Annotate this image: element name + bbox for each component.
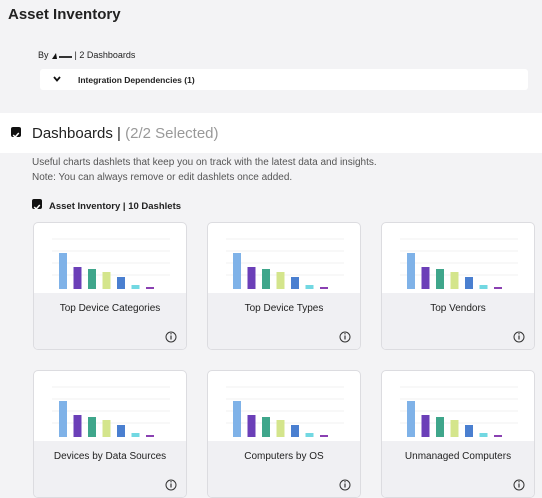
card-footer xyxy=(34,293,186,349)
thumb-bar xyxy=(291,277,299,289)
chart-thumbnail xyxy=(52,386,177,491)
thumb-bar xyxy=(320,435,328,437)
dependencies-row[interactable]: Integration Dependencies (1) xyxy=(40,69,528,90)
thumb-bar xyxy=(291,425,299,437)
info-icon[interactable] xyxy=(339,331,351,343)
thumb-bar xyxy=(465,277,473,289)
thumb-bar xyxy=(73,267,82,289)
checkbox[interactable] xyxy=(32,199,42,211)
card-title: Devices by Data Sources xyxy=(53,451,167,462)
chevron xyxy=(53,76,61,82)
thumb-bar xyxy=(320,287,328,289)
thumb-bar xyxy=(146,287,154,289)
thumb-bar xyxy=(436,417,444,437)
thumb-bar xyxy=(276,420,285,437)
card-title: Top Device Types xyxy=(244,303,324,314)
section-name: Dashboards | xyxy=(32,125,121,142)
page: Asset Inventory By | 2 Dashboards Integra… xyxy=(0,6,542,498)
info-icon[interactable] xyxy=(339,479,351,491)
thumb-bar xyxy=(450,272,459,289)
dashlet-card[interactable]: Unmanaged Computers xyxy=(381,370,535,498)
thumb-bar xyxy=(233,253,241,289)
thumb-bar xyxy=(247,415,256,437)
thumb-bar xyxy=(276,272,285,289)
thumb-bar xyxy=(88,269,96,289)
thumb-bar xyxy=(262,269,270,289)
thumb-bar xyxy=(479,285,488,289)
thumb-bar xyxy=(494,435,502,437)
dashlet-card[interactable]: Top Device Categories xyxy=(33,222,187,350)
thumb-bar xyxy=(73,415,82,437)
card-title: Computers by OS xyxy=(244,451,324,462)
description: Note: You can always remove or edit dash… xyxy=(32,172,293,183)
thumb-bar xyxy=(117,425,125,437)
thumb-bar xyxy=(88,417,96,437)
thumb-bar xyxy=(262,417,270,437)
card-title: Top Vendors xyxy=(430,303,486,314)
thumb-bar xyxy=(59,253,67,289)
thumb-bar xyxy=(131,433,140,437)
thumb-bar xyxy=(407,253,415,289)
chart-thumbnail xyxy=(52,238,177,343)
thumb-bar xyxy=(117,277,125,289)
thumb-bar xyxy=(450,420,459,437)
info-icon[interactable] xyxy=(513,331,525,343)
checkbox[interactable] xyxy=(11,127,21,139)
thumb-bar xyxy=(305,285,314,289)
dashlet-card[interactable]: Devices by Data Sources xyxy=(33,370,187,498)
chart-thumbnail xyxy=(226,238,351,343)
description: Useful charts dashlets that keep you on … xyxy=(32,157,377,168)
card-title: Unmanaged Computers xyxy=(404,451,512,462)
thumb-bar xyxy=(102,420,111,437)
thumb-bar xyxy=(465,425,473,437)
dashlet-card[interactable]: Top Device Types xyxy=(207,222,361,350)
thumb-bar xyxy=(479,433,488,437)
thumb-bar xyxy=(131,285,140,289)
selected-count: (2/2 Selected) xyxy=(125,125,219,142)
chart-thumbnail xyxy=(226,386,351,491)
info-icon[interactable] xyxy=(165,331,177,343)
chart-thumbnail xyxy=(400,238,525,343)
byline: By | 2 Dashboards xyxy=(38,50,135,60)
card-footer xyxy=(382,293,534,349)
info-icon[interactable] xyxy=(165,479,177,491)
card-title: Top Device Categories xyxy=(59,303,161,314)
info-icon[interactable] xyxy=(513,479,525,491)
page-title: Asset Inventory xyxy=(8,6,121,23)
thumb-bar xyxy=(407,401,415,437)
dashlet-card[interactable]: Computers by OS xyxy=(207,370,361,498)
thumb-bar xyxy=(146,435,154,437)
thumb-bar xyxy=(421,415,430,437)
dashlet-card[interactable]: Top Vendors xyxy=(381,222,535,350)
thumb-bar xyxy=(102,272,111,289)
section-header: Dashboards | (2/2 Selected) xyxy=(0,113,542,153)
card-footer xyxy=(208,293,360,349)
vendor-logo xyxy=(51,52,72,59)
thumb-bar xyxy=(494,287,502,289)
dependencies-label: Integration Dependencies (1) xyxy=(78,75,195,85)
group-label: Asset Inventory | 10 Dashlets xyxy=(49,201,182,212)
section-title: Dashboards | (2/2 Selected) xyxy=(32,125,219,142)
thumb-bar xyxy=(233,401,241,437)
thumb-bar xyxy=(247,267,256,289)
chart-thumbnail xyxy=(400,386,525,491)
thumb-bar xyxy=(305,433,314,437)
thumb-bar xyxy=(436,269,444,289)
thumb-bar xyxy=(59,401,67,437)
thumb-bar xyxy=(421,267,430,289)
dashboard-count: | 2 Dashboards xyxy=(74,50,136,60)
by: By xyxy=(38,50,49,60)
